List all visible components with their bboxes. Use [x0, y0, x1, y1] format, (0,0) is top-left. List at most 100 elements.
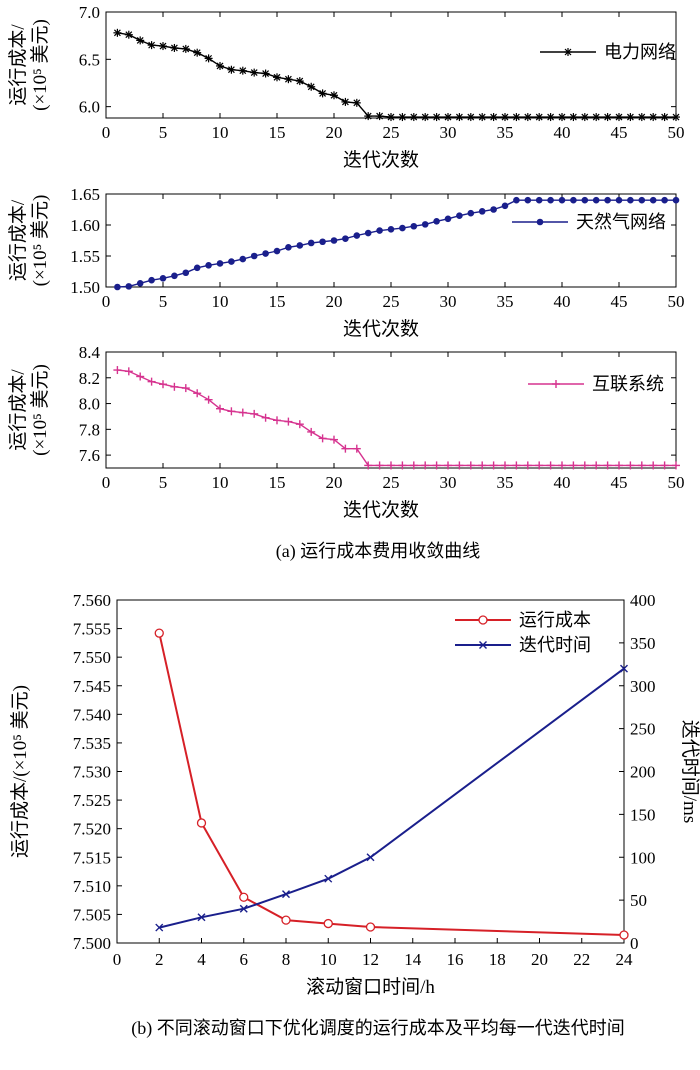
x-tick-label: 50	[668, 473, 685, 492]
data-point	[147, 41, 156, 50]
data-point	[409, 113, 418, 122]
data-point	[204, 54, 213, 63]
data-point-stroke	[569, 113, 577, 121]
data-point	[592, 461, 601, 470]
data-point	[387, 226, 395, 233]
data-point	[637, 113, 646, 122]
data-point	[182, 269, 190, 277]
data-point	[535, 113, 544, 122]
legend-label: 天然气网络	[576, 212, 666, 232]
data-point	[421, 461, 430, 470]
x-axis-title: 迭代次数	[343, 318, 419, 340]
data-point	[181, 44, 190, 53]
y-tick-label-left: 7.555	[73, 620, 111, 639]
data-point	[399, 224, 406, 232]
data-point	[273, 73, 281, 82]
y-axis-title-line1: 运行成本/	[7, 369, 29, 451]
y-tick-label-right: 200	[630, 763, 656, 782]
data-point	[626, 461, 635, 470]
y-tick-label-left: 7.540	[73, 705, 111, 724]
y-tick-label-left: 7.535	[73, 734, 111, 753]
data-point-stroke	[512, 113, 520, 121]
data-point	[535, 461, 544, 470]
data-point	[410, 222, 418, 230]
chart-power-network: 0 5 10 15 20 25 30 35 40 45 50 6.0 6.5 7.0 迭代次数 运行成本/(×…	[7, 3, 685, 171]
data-point	[228, 258, 235, 265]
data-point	[387, 461, 395, 470]
data-point	[342, 235, 349, 242]
data-point-stroke	[524, 113, 532, 121]
data-point-stroke	[227, 66, 235, 74]
data-point-stroke	[250, 69, 258, 76]
y-tick-label-left: 7.560	[73, 591, 111, 610]
data-point	[216, 61, 224, 70]
y-tick-label-right: 400	[630, 591, 656, 610]
data-point	[432, 461, 441, 470]
chart-gas-network: 0 5 10 15 20 25 30 35 40 45 50 1.50 1.55 1.60 1.65 迭代次数…	[7, 185, 685, 340]
data-point	[592, 196, 600, 204]
data-point	[387, 113, 395, 122]
data-point	[592, 113, 601, 122]
x-tick-label: 24	[616, 950, 634, 969]
data-point	[261, 69, 270, 78]
data-point	[649, 461, 658, 470]
data-point	[239, 255, 247, 263]
data-point	[113, 28, 122, 37]
y-tick-label: 1.55	[70, 247, 100, 266]
data-point-stroke	[307, 83, 315, 91]
data-point	[660, 113, 669, 122]
x-tick-label: 40	[554, 123, 571, 142]
y-tick-label-left: 7.515	[73, 848, 111, 867]
data-point	[181, 384, 190, 393]
data-point	[672, 196, 680, 204]
data-point	[216, 260, 224, 267]
plot-frame	[105, 351, 677, 469]
data-point-stroke	[296, 77, 304, 85]
data-point	[113, 366, 122, 375]
data-point-stroke	[455, 113, 463, 121]
data-point-left	[323, 918, 333, 929]
data-point	[603, 461, 612, 470]
y-tick-label: 8.4	[79, 343, 101, 362]
y-tick-label-right: 350	[630, 634, 656, 653]
x-tick-label: 0	[102, 292, 111, 311]
data-point-stroke	[136, 36, 144, 44]
y-tick-label-left: 7.530	[73, 763, 111, 782]
legend-marker-stroke	[479, 641, 487, 649]
data-point	[661, 196, 668, 204]
data-point	[330, 91, 338, 100]
x-tick-label: 45	[611, 123, 628, 142]
data-point	[262, 250, 269, 257]
x-tick-label: 30	[440, 123, 457, 142]
data-point	[216, 404, 224, 413]
y-tick-label-left: 7.550	[73, 648, 111, 667]
data-point	[147, 377, 156, 386]
data-point	[615, 196, 623, 204]
data-point-stroke	[604, 113, 612, 121]
data-point	[467, 209, 475, 217]
y-tick-label-right: 300	[630, 677, 656, 696]
x-tick-label: 4	[197, 950, 206, 969]
data-point	[672, 113, 680, 122]
data-point	[444, 113, 452, 122]
data-point-right	[155, 923, 164, 932]
data-point	[205, 262, 212, 269]
data-point-stroke	[376, 112, 384, 120]
data-point-right	[620, 664, 628, 673]
data-point	[193, 48, 202, 57]
data-point-right-stroke	[324, 874, 333, 883]
data-point	[478, 461, 487, 470]
x-tick-label: 16	[447, 950, 464, 969]
data-point-stroke	[205, 54, 213, 62]
y-tick-label-right: 50	[630, 891, 647, 910]
y-axis-title-line2: (×10⁵ 美元)	[29, 364, 51, 456]
data-point-stroke	[547, 113, 555, 121]
data-point	[375, 112, 384, 121]
data-point	[558, 113, 566, 122]
x-tick-label: 5	[159, 473, 168, 492]
caption-b: (b) 不同滚动窗口下优化调度的运行成本及平均每一代迭代时间	[131, 1018, 625, 1039]
data-point	[523, 113, 532, 122]
data-point	[238, 408, 247, 417]
data-point-right-stroke	[197, 913, 206, 922]
